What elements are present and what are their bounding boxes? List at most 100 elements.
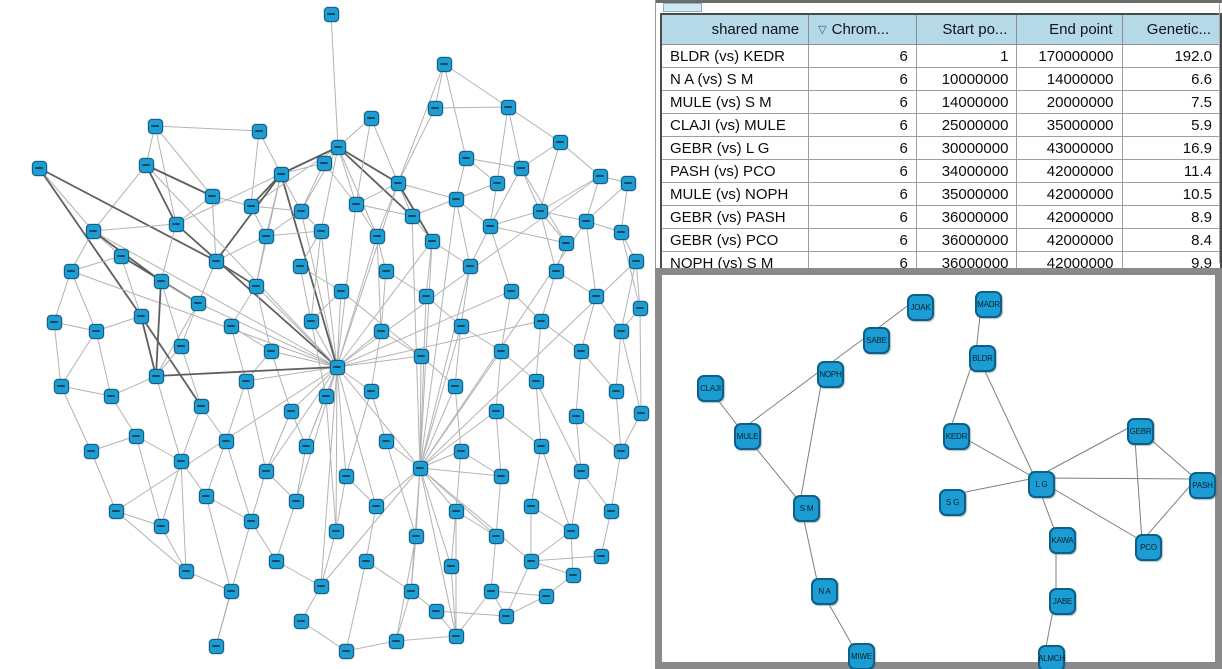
edge[interactable]: [145, 164, 213, 197]
edge[interactable]: [496, 106, 509, 184]
table-row[interactable]: GEBR (vs) PCO 6 36000000 42000000 8.4: [660, 228, 1222, 252]
network-node[interactable]: [128, 428, 144, 444]
edge[interactable]: [495, 350, 502, 412]
network-node[interactable]: [83, 443, 99, 459]
node-kedr[interactable]: KEDR: [943, 423, 970, 450]
edge[interactable]: [175, 173, 282, 225]
node-sabe[interactable]: SABE: [863, 327, 890, 354]
network-node[interactable]: [448, 503, 464, 519]
network-node[interactable]: [329, 359, 345, 375]
network-node[interactable]: [482, 218, 498, 234]
network-node[interactable]: [268, 553, 284, 569]
edge[interactable]: [275, 500, 297, 562]
network-node[interactable]: [63, 263, 79, 279]
edge[interactable]: [336, 235, 378, 368]
node-kawa[interactable]: KAWA: [1049, 527, 1076, 554]
edge[interactable]: [155, 375, 182, 462]
edge[interactable]: [215, 173, 282, 262]
edge[interactable]: [434, 106, 509, 109]
table-row[interactable]: GEBR (vs) PASH 6 36000000 42000000 8.9: [660, 205, 1222, 229]
network-node[interactable]: [373, 323, 389, 339]
network-node[interactable]: [328, 523, 344, 539]
table-corner-tab[interactable]: [663, 3, 702, 12]
network-node[interactable]: [436, 56, 452, 72]
edge[interactable]: [539, 210, 557, 272]
edge[interactable]: [397, 107, 436, 184]
edge[interactable]: [570, 470, 582, 532]
edge[interactable]: [355, 117, 372, 205]
edge[interactable]: [443, 63, 467, 159]
network-node[interactable]: [613, 323, 629, 339]
network-node[interactable]: [413, 348, 429, 364]
edge[interactable]: [70, 270, 97, 332]
network-node[interactable]: [489, 175, 505, 191]
edge[interactable]: [140, 315, 157, 377]
node-mule[interactable]: MULE: [734, 423, 761, 450]
network-node[interactable]: [458, 150, 474, 166]
network-node[interactable]: [208, 638, 224, 654]
edge[interactable]: [38, 167, 94, 232]
network-node[interactable]: [138, 157, 154, 173]
edge[interactable]: [180, 345, 202, 407]
edge[interactable]: [53, 321, 62, 387]
network-node[interactable]: [532, 203, 548, 219]
edge[interactable]: [345, 560, 367, 652]
edge[interactable]: [280, 173, 338, 368]
edge[interactable]: [215, 235, 267, 262]
column-header-end-point[interactable]: End point: [1016, 13, 1123, 45]
network-node[interactable]: [378, 433, 394, 449]
edge[interactable]: [270, 350, 292, 412]
network-node[interactable]: [218, 433, 234, 449]
edge[interactable]: [375, 467, 421, 507]
edge[interactable]: [92, 230, 338, 368]
edge[interactable]: [419, 467, 502, 477]
network-node[interactable]: [568, 408, 584, 424]
network-node[interactable]: [538, 588, 554, 604]
network-node[interactable]: [447, 378, 463, 394]
network-node[interactable]: [333, 283, 349, 299]
edge[interactable]: [53, 270, 72, 323]
edge[interactable]: [443, 63, 509, 108]
network-node[interactable]: [190, 295, 206, 311]
network-node[interactable]: [46, 314, 62, 330]
network-node[interactable]: [168, 216, 184, 232]
edge[interactable]: [205, 440, 227, 497]
network-node[interactable]: [613, 443, 629, 459]
table-row[interactable]: CLAJI (vs) MULE 6 25000000 35000000 5.9: [660, 113, 1222, 137]
network-node[interactable]: [223, 318, 239, 334]
network-node[interactable]: [498, 608, 514, 624]
network-node[interactable]: [288, 493, 304, 509]
network-node[interactable]: [513, 160, 529, 176]
edge[interactable]: [635, 260, 641, 309]
edge[interactable]: [211, 195, 217, 262]
network-node[interactable]: [330, 139, 346, 155]
node-gebr[interactable]: GEBR: [1127, 418, 1154, 445]
edge[interactable]: [337, 146, 399, 184]
network-node[interactable]: [283, 403, 299, 419]
node-s-g[interactable]: S G: [939, 489, 966, 516]
edge[interactable]: [740, 367, 825, 431]
table-row[interactable]: MULE (vs) S M 6 14000000 20000000 7.5: [660, 90, 1222, 114]
network-node[interactable]: [523, 498, 539, 514]
network-node[interactable]: [148, 368, 164, 384]
network-node[interactable]: [483, 583, 499, 599]
network-node[interactable]: [493, 343, 509, 359]
edge[interactable]: [335, 475, 347, 532]
edge[interactable]: [620, 182, 629, 233]
column-header-chrom-[interactable]: ▽ Chrom...: [808, 13, 917, 45]
edge[interactable]: [255, 285, 338, 368]
network-node[interactable]: [223, 583, 239, 599]
edge[interactable]: [535, 380, 542, 447]
network-node[interactable]: [412, 460, 428, 476]
edge[interactable]: [419, 385, 456, 469]
small-network-panel[interactable]: JOAK MADR SABE BLDR NOPH CLAJI KEDR GEBR MULE L G…: [655, 268, 1222, 669]
edge[interactable]: [539, 175, 601, 212]
edge[interactable]: [355, 203, 413, 217]
network-node[interactable]: [388, 633, 404, 649]
edge[interactable]: [489, 210, 541, 227]
node-jabe[interactable]: JABE: [1049, 588, 1076, 615]
network-node[interactable]: [153, 518, 169, 534]
network-node[interactable]: [378, 263, 394, 279]
edge[interactable]: [255, 235, 267, 287]
edge[interactable]: [397, 182, 457, 200]
